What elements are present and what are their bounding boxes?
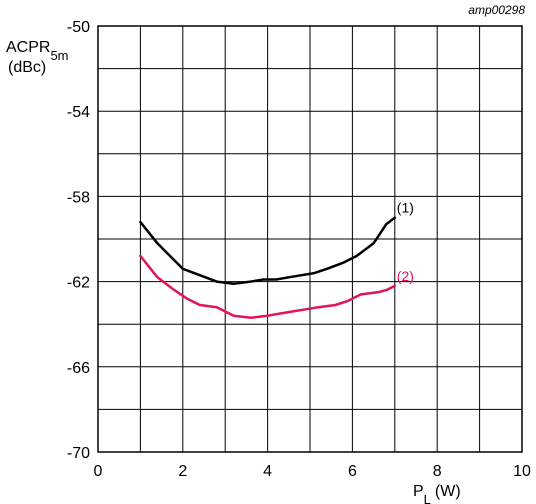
x-tick-label: 2 [178,463,187,480]
y-tick-label: -62 [67,275,90,292]
y-tick-label: -66 [67,360,90,377]
y-axis-label: ACPR5m [6,39,69,63]
figure-reference: amp00298 [468,3,525,17]
x-tick-label: 8 [433,463,442,480]
series-label-1: (1) [397,200,414,216]
x-axis-label: PL (W) [413,483,461,504]
series-line-2 [139,254,397,320]
tick-labels: 0 2 4 6 8 10 -50 -54 -58 -62 -66 -70 [67,19,531,480]
y-tick-label: -54 [67,104,90,121]
x-tick-label: 10 [513,463,531,480]
series-label-2: (2) [397,268,414,284]
series-group: (1) (2) [139,200,414,320]
plot-frame [97,25,523,453]
x-tick-label: 0 [94,463,103,480]
series-line-1 [139,216,397,285]
y-tick-label: -58 [67,189,90,206]
grid-lines [98,26,522,452]
y-tick-label: -70 [67,445,90,462]
y-axis-unit: (dBc) [8,59,46,76]
y-tick-label: -50 [67,19,90,36]
x-tick-label: 4 [263,463,272,480]
x-tick-label: 6 [348,463,357,480]
